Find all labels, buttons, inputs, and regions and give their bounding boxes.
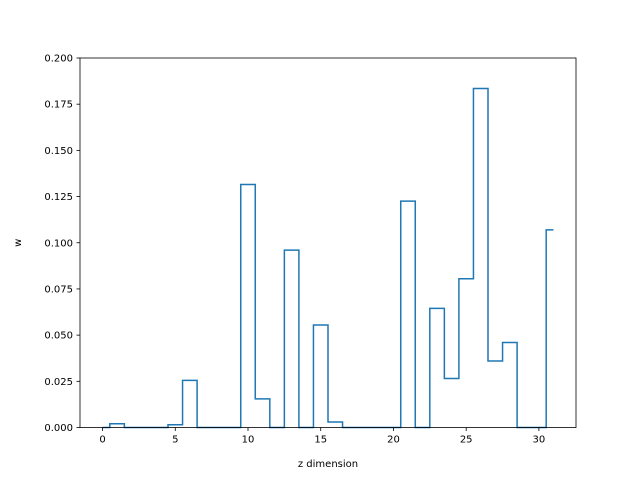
y-axis-label: w [13,239,24,247]
y-tick-label: 0.000 [44,423,73,434]
y-tick-label: 0.150 [44,146,73,157]
x-tick-label: 30 [533,435,546,446]
y-tick-label: 0.075 [44,284,73,295]
x-tick-label: 10 [242,435,255,446]
y-axis-ticks: 0.000 0.025 0.050 0.075 0.100 0.125 0.150 0.175… [44,54,80,434]
series-step-line [102,87,554,429]
x-axis-ticks: 0 5 10 15 20 25 30 [99,427,546,446]
y-tick-label: 0.025 [44,377,73,388]
y-tick-label: 0.050 [44,331,73,342]
x-tick-label: 5 [172,435,178,446]
y-tick-label: 0.125 [44,192,73,203]
plot-area: 0 5 10 15 20 25 30 0.0000.0250.0500.0750.1000.… [44,54,577,446]
axes-frame [79,57,577,428]
x-tick-label: 0 [99,435,105,446]
x-tick-label: 15 [314,435,327,446]
y-tick-label: 0.100 [44,238,73,249]
x-tick-label: 25 [460,435,473,446]
y-tick-label: 0.200 [44,54,73,65]
x-axis-label: z dimension [298,459,358,470]
x-tick-label: 20 [387,435,400,446]
y-tick-label: 0.175 [44,100,73,111]
